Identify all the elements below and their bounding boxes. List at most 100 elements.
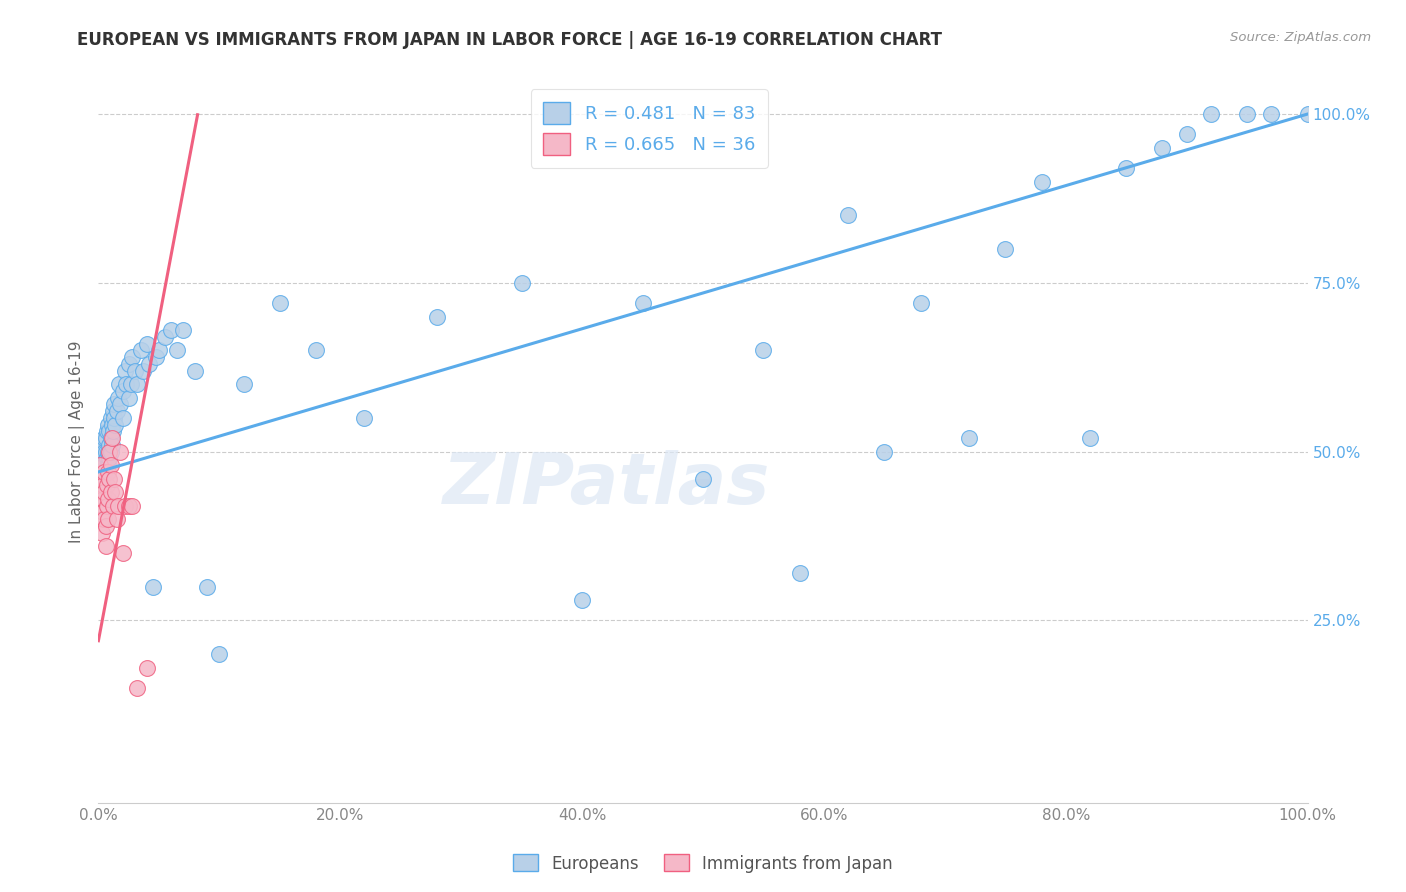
- Point: [1296, 107, 1319, 121]
- Point: [510, 276, 533, 290]
- Point: [101, 499, 124, 513]
- Point: [100, 417, 122, 432]
- Point: [94, 519, 117, 533]
- Point: [269, 296, 291, 310]
- Point: [100, 431, 122, 445]
- Point: [91, 444, 114, 458]
- Point: [100, 485, 122, 500]
- Point: [692, 472, 714, 486]
- Point: [91, 451, 114, 466]
- Point: [120, 377, 142, 392]
- Text: EUROPEAN VS IMMIGRANTS FROM JAPAN IN LABOR FORCE | AGE 16-19 CORRELATION CHART: EUROPEAN VS IMMIGRANTS FROM JAPAN IN LAB…: [77, 31, 942, 49]
- Point: [91, 491, 114, 506]
- Point: [91, 438, 114, 452]
- Point: [208, 647, 231, 661]
- Point: [105, 404, 128, 418]
- Point: [1260, 107, 1282, 121]
- Point: [89, 458, 111, 472]
- Point: [837, 208, 859, 222]
- Point: [97, 417, 120, 432]
- Point: [97, 458, 120, 472]
- Legend: R = 0.481   N = 83, R = 0.665   N = 36: R = 0.481 N = 83, R = 0.665 N = 36: [530, 89, 768, 168]
- Point: [103, 472, 125, 486]
- Point: [129, 343, 152, 358]
- Point: [121, 499, 143, 513]
- Point: [114, 499, 136, 513]
- Point: [98, 438, 121, 452]
- Point: [98, 444, 121, 458]
- Point: [195, 580, 218, 594]
- Point: [138, 357, 160, 371]
- Point: [1115, 161, 1137, 175]
- Point: [100, 411, 122, 425]
- Point: [91, 478, 114, 492]
- Point: [97, 512, 120, 526]
- Point: [96, 478, 118, 492]
- Point: [107, 391, 129, 405]
- Point: [426, 310, 449, 324]
- Point: [96, 499, 118, 513]
- Point: [353, 411, 375, 425]
- Point: [148, 343, 170, 358]
- Point: [957, 431, 980, 445]
- Point: [91, 505, 114, 519]
- Point: [94, 539, 117, 553]
- Point: [305, 343, 328, 358]
- Point: [108, 377, 131, 392]
- Point: [789, 566, 811, 581]
- Point: [100, 438, 122, 452]
- Point: [118, 499, 141, 513]
- Point: [1031, 175, 1053, 189]
- Point: [1152, 141, 1174, 155]
- Point: [124, 364, 146, 378]
- Point: [104, 417, 127, 432]
- Point: [135, 661, 157, 675]
- Point: [93, 458, 115, 472]
- Point: [111, 384, 134, 398]
- Point: [873, 444, 896, 458]
- Point: [108, 444, 131, 458]
- Point: [93, 465, 115, 479]
- Point: [121, 350, 143, 364]
- Point: [127, 681, 149, 695]
- Point: [114, 364, 136, 378]
- Point: [93, 431, 115, 445]
- Point: [90, 472, 112, 486]
- Point: [91, 472, 114, 486]
- Point: [90, 485, 112, 500]
- Point: [90, 458, 112, 472]
- Legend: Europeans, Immigrants from Japan: Europeans, Immigrants from Japan: [506, 847, 900, 880]
- Point: [101, 425, 124, 439]
- Point: [97, 444, 120, 458]
- Point: [103, 411, 125, 425]
- Point: [132, 364, 155, 378]
- Point: [96, 425, 118, 439]
- Point: [104, 485, 127, 500]
- Point: [97, 491, 120, 506]
- Point: [91, 525, 114, 540]
- Point: [142, 580, 165, 594]
- Point: [98, 425, 121, 439]
- Y-axis label: In Labor Force | Age 16-19: In Labor Force | Age 16-19: [69, 340, 84, 543]
- Point: [111, 411, 134, 425]
- Point: [1175, 128, 1198, 142]
- Text: ZIPatlas: ZIPatlas: [443, 450, 770, 519]
- Point: [93, 512, 115, 526]
- Point: [97, 465, 120, 479]
- Point: [100, 444, 122, 458]
- Point: [101, 404, 124, 418]
- Point: [93, 485, 115, 500]
- Point: [1199, 107, 1222, 121]
- Point: [108, 397, 131, 411]
- Point: [94, 444, 117, 458]
- Point: [93, 444, 115, 458]
- Point: [105, 512, 128, 526]
- Point: [752, 343, 775, 358]
- Point: [100, 431, 122, 445]
- Point: [91, 465, 114, 479]
- Point: [232, 377, 254, 392]
- Point: [115, 377, 138, 392]
- Point: [94, 465, 117, 479]
- Point: [94, 431, 117, 445]
- Point: [631, 296, 654, 310]
